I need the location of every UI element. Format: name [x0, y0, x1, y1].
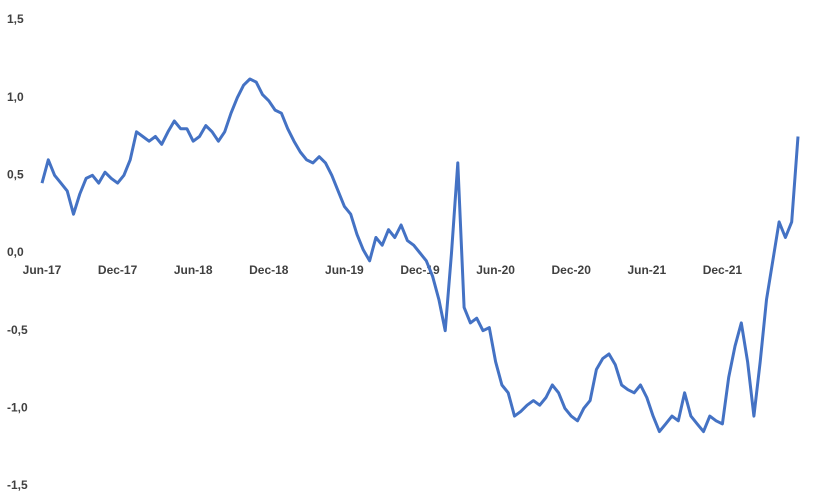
- y-tick-label: 1,5: [7, 12, 24, 26]
- x-tick-label: Dec-21: [703, 263, 743, 277]
- y-tick-label: -1,5: [7, 478, 28, 492]
- y-tick-label: -0,5: [7, 323, 28, 337]
- x-tick-label: Dec-17: [98, 263, 138, 277]
- x-tick-label: Jun-21: [627, 263, 666, 277]
- x-tick-label: Jun-17: [23, 263, 62, 277]
- x-tick-label: Jun-19: [325, 263, 364, 277]
- y-tick-label: 0,5: [7, 168, 24, 182]
- x-tick-label: Dec-18: [249, 263, 289, 277]
- y-tick-label: 0,0: [7, 245, 24, 259]
- y-tick-label: 1,0: [7, 90, 24, 104]
- y-tick-label: -1,0: [7, 401, 28, 415]
- x-tick-label: Dec-19: [400, 263, 440, 277]
- x-tick-label: Jun-20: [476, 263, 515, 277]
- data-line: [40, 77, 800, 434]
- x-tick-label: Jun-18: [174, 263, 213, 277]
- x-tick-label: Dec-20: [552, 263, 592, 277]
